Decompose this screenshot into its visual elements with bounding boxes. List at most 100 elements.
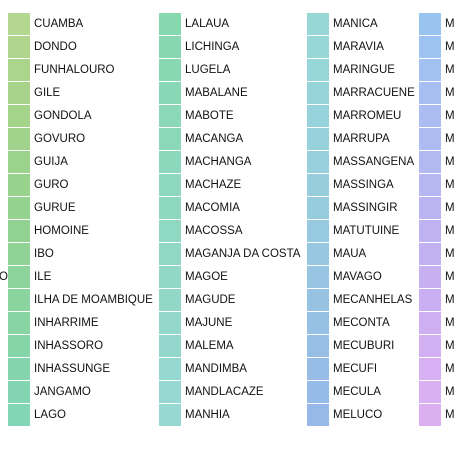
legend-label: MARINGUE xyxy=(333,64,395,76)
legend-label: MABOTE xyxy=(185,110,234,122)
legend-swatch xyxy=(419,82,441,104)
legend-label: M xyxy=(445,271,455,283)
legend-label: MANDLACAZE xyxy=(185,386,264,398)
legend-label: GONDOLA xyxy=(34,110,92,122)
legend-label: M xyxy=(445,294,455,306)
legend-label: MACANGA xyxy=(185,133,244,145)
legend-swatch xyxy=(307,174,329,196)
legend-label: MATUTUINE xyxy=(333,225,400,237)
legend-label: M xyxy=(445,363,455,375)
legend-label: IBO xyxy=(34,248,54,260)
legend-swatch xyxy=(307,312,329,334)
legend-label: M xyxy=(445,317,455,329)
legend-swatch xyxy=(159,381,181,403)
legend-swatch xyxy=(307,13,329,35)
legend-swatch xyxy=(8,59,30,81)
legend-swatch xyxy=(307,266,329,288)
legend-label: M xyxy=(445,87,455,99)
legend-label: MELUCO xyxy=(333,409,383,421)
legend-label: MARRUPA xyxy=(333,133,390,145)
legend-label: MARROMEU xyxy=(333,110,402,122)
legend-label: LALAUA xyxy=(185,18,230,30)
legend-label: MAGOE xyxy=(185,271,228,283)
legend-swatch xyxy=(8,174,30,196)
legend-label: M xyxy=(445,340,455,352)
legend-swatch xyxy=(419,105,441,127)
legend-swatch xyxy=(419,358,441,380)
legend-swatch xyxy=(8,312,30,334)
legend-swatch xyxy=(8,36,30,58)
legend-label: MECONTA xyxy=(333,317,390,329)
legend-label: INHASSUNGE xyxy=(34,363,111,375)
legend-swatch xyxy=(8,220,30,242)
legend-label: LAGO xyxy=(34,409,66,421)
legend-label: MAUA xyxy=(333,248,367,260)
legend-swatch xyxy=(8,105,30,127)
legend-label: MASSANGENA xyxy=(333,156,415,168)
legend-swatch xyxy=(159,174,181,196)
legend-label: GUIJA xyxy=(34,156,68,168)
legend-label: GILE xyxy=(34,87,61,99)
legend-label: M xyxy=(445,179,455,191)
legend-label: MARAVIA xyxy=(333,41,384,53)
legend-swatch xyxy=(8,82,30,104)
legend-label: MASSINGA xyxy=(333,179,394,191)
legend-label: GURO xyxy=(34,179,69,191)
legend-label: GURUE xyxy=(34,202,76,214)
legend-swatch xyxy=(159,358,181,380)
legend-label: MANICA xyxy=(333,18,378,30)
legend-label: LUGELA xyxy=(185,64,231,76)
legend-swatch xyxy=(307,381,329,403)
legend-swatch xyxy=(159,220,181,242)
legend-label: MANDIMBA xyxy=(185,363,247,375)
legend-swatch xyxy=(307,197,329,219)
legend-swatch xyxy=(159,59,181,81)
legend-swatch xyxy=(8,128,30,150)
legend-label: FUNHALOURO xyxy=(34,64,115,76)
legend-label: JANGAMO xyxy=(34,386,91,398)
legend-label: MANHIA xyxy=(185,409,230,421)
legend-label: ILE xyxy=(34,271,52,283)
legend-swatch xyxy=(419,128,441,150)
legend-swatch xyxy=(419,381,441,403)
legend-swatch xyxy=(159,82,181,104)
legend-label: MAGUDE xyxy=(185,294,236,306)
legend-swatch xyxy=(8,151,30,173)
legend-swatch xyxy=(307,151,329,173)
legend-label: M xyxy=(445,202,455,214)
legend-swatch xyxy=(419,243,441,265)
legend-swatch xyxy=(159,335,181,357)
legend-swatch xyxy=(307,289,329,311)
legend-swatch xyxy=(307,82,329,104)
legend-swatch xyxy=(419,197,441,219)
legend-swatch xyxy=(159,404,181,426)
legend-label: MACHAZE xyxy=(185,179,242,191)
legend-swatch xyxy=(159,13,181,35)
legend-label: M xyxy=(445,18,455,30)
legend-swatch xyxy=(8,335,30,357)
legend-swatch xyxy=(419,174,441,196)
legend-label: M xyxy=(445,133,455,145)
legend-swatch xyxy=(159,105,181,127)
legend-swatch xyxy=(307,59,329,81)
legend-label: GOVURO xyxy=(34,133,86,145)
legend-swatch xyxy=(419,59,441,81)
legend-label: MECANHELAS xyxy=(333,294,413,306)
legend-label: MECULA xyxy=(333,386,381,398)
legend-label: M xyxy=(445,248,455,260)
legend-label: MALEMA xyxy=(185,340,234,352)
legend-label: MECUBURI xyxy=(333,340,395,352)
legend-swatch xyxy=(159,289,181,311)
legend-label: MACOSSA xyxy=(185,225,243,237)
legend-swatch xyxy=(8,404,30,426)
legend-label: MAJUNE xyxy=(185,317,233,329)
legend-swatch xyxy=(419,151,441,173)
legend-swatch xyxy=(159,312,181,334)
legend-swatch xyxy=(419,335,441,357)
legend-label: MAVAGO xyxy=(333,271,382,283)
legend-swatch xyxy=(8,381,30,403)
legend-label: MARRACUENE xyxy=(333,87,415,99)
legend-label: INHASSORO xyxy=(34,340,104,352)
legend-label: MAGANJA DA COSTA xyxy=(185,248,301,260)
